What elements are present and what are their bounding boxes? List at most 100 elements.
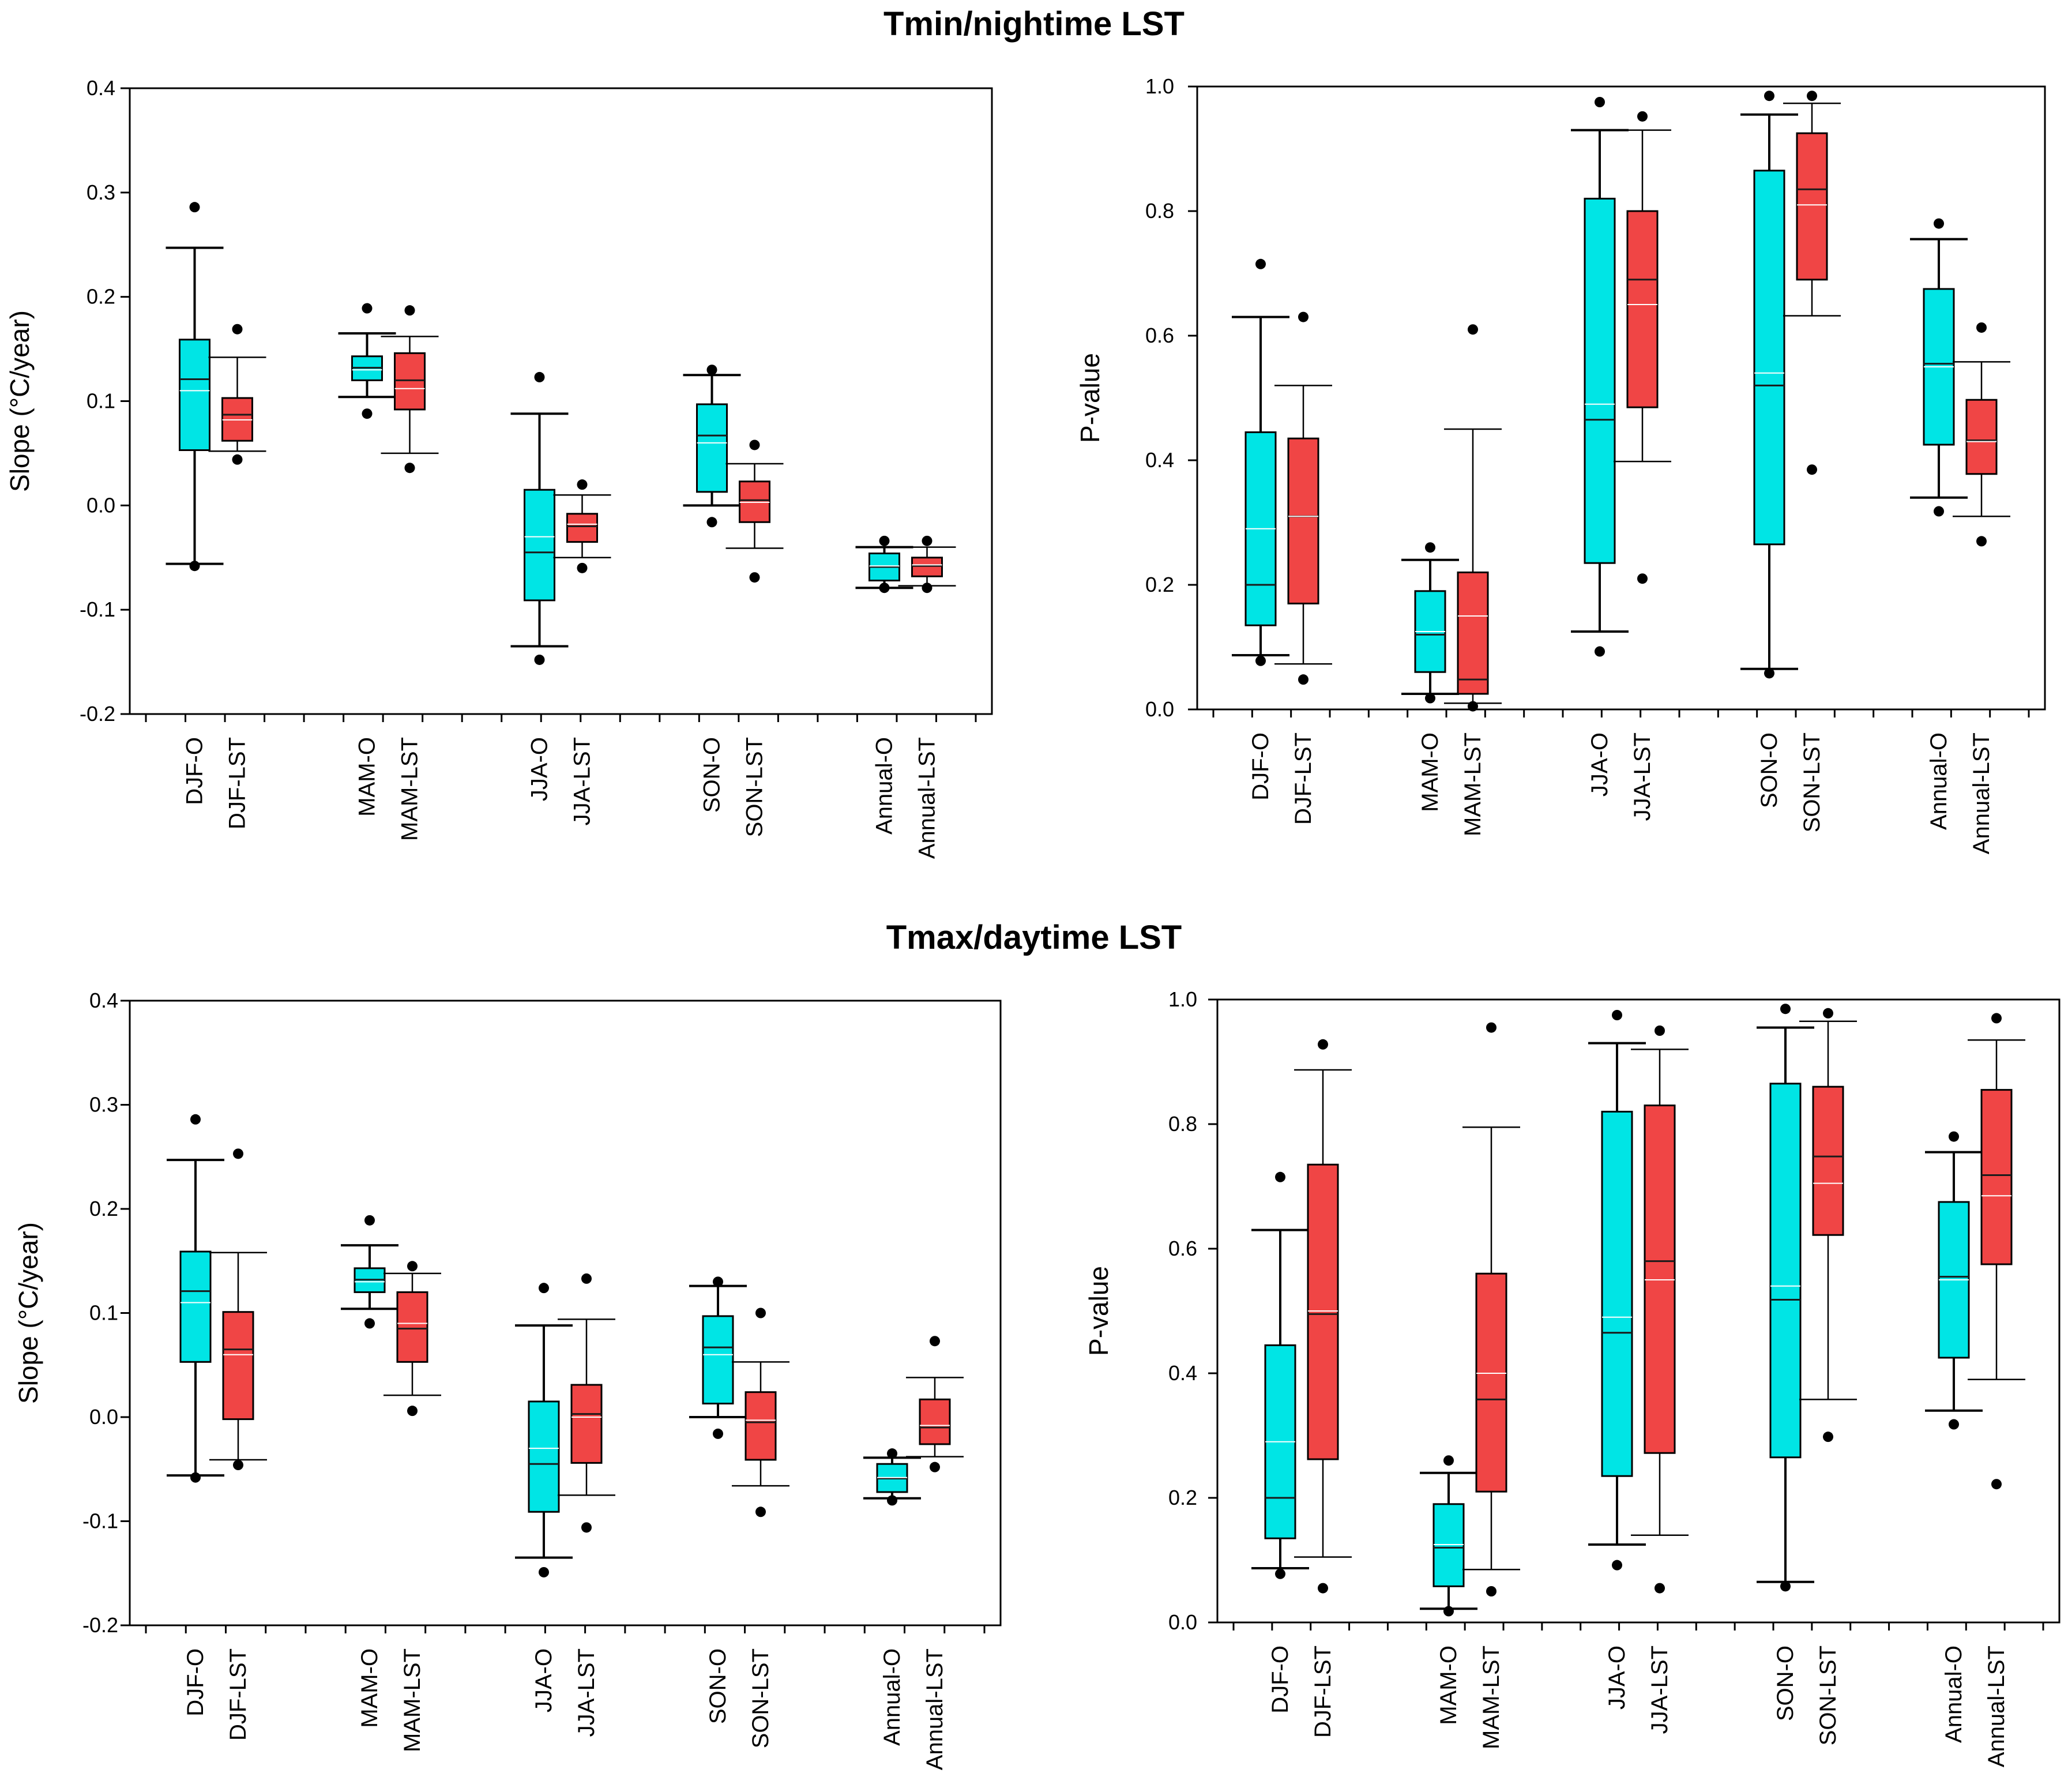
y-tick-label: -0.2 bbox=[82, 1613, 118, 1637]
plot-frame bbox=[129, 87, 993, 715]
outlier-point bbox=[1255, 655, 1266, 666]
outlier-point bbox=[1655, 1025, 1665, 1036]
x-category-label: MAM-LST bbox=[400, 1648, 425, 1752]
box-annual-o bbox=[1910, 218, 1968, 517]
box-mam-o bbox=[338, 303, 396, 419]
box-iqr bbox=[745, 1391, 777, 1461]
x-category-label: SON-O bbox=[700, 737, 725, 813]
box-iqr bbox=[1475, 1272, 1507, 1493]
box-iqr bbox=[222, 1311, 254, 1421]
outlier-point bbox=[1275, 1171, 1285, 1182]
outlier-point bbox=[1612, 1560, 1622, 1571]
x-category-label: Annual-LST bbox=[922, 1648, 947, 1770]
box-son-lst bbox=[732, 1308, 789, 1517]
x-category-label: SON-O bbox=[1773, 1646, 1798, 1721]
outlier-point bbox=[755, 1308, 766, 1318]
box-jja-lst bbox=[553, 479, 611, 573]
box-annual-lst bbox=[1968, 1013, 2025, 1490]
y-tick-label: 0.2 bbox=[89, 1197, 118, 1220]
box-iqr bbox=[1980, 1089, 2013, 1265]
outlier-point bbox=[404, 305, 415, 316]
outlier-point bbox=[1637, 573, 1648, 584]
box-iqr bbox=[1307, 1163, 1339, 1460]
chart-tmin-slope: -0.2 -0.1 0.0 0.1 0.2 0.3 0.4 Slope (°C/year) DJ… bbox=[5, 76, 993, 859]
outlier-point bbox=[1823, 1008, 1833, 1019]
outlier-point bbox=[190, 1114, 201, 1125]
outlier-point bbox=[189, 561, 200, 572]
outlier-point bbox=[706, 365, 717, 375]
x-category-label: MAM-LST bbox=[397, 737, 423, 841]
box-annual-lst bbox=[906, 1336, 964, 1472]
x-category-label: SON-LST bbox=[1815, 1646, 1841, 1745]
box-mam-o bbox=[1401, 542, 1459, 704]
box-mam-lst bbox=[1444, 324, 1502, 712]
outlier-point bbox=[190, 1472, 201, 1483]
y-tick-label: 0.4 bbox=[1145, 448, 1174, 472]
y-tick-label: 0.0 bbox=[1168, 1610, 1197, 1634]
outlier-point bbox=[1637, 111, 1648, 122]
outlier-point bbox=[713, 1428, 723, 1439]
box-iqr bbox=[394, 352, 426, 411]
y-tick-label: 1.0 bbox=[1168, 987, 1197, 1011]
outlier-point bbox=[1486, 1022, 1497, 1033]
plot-frame bbox=[1216, 998, 2061, 1624]
outlier-point bbox=[1486, 1586, 1497, 1596]
x-category-label: SON-O bbox=[705, 1648, 731, 1724]
box-son-o bbox=[1757, 1004, 1814, 1592]
box-djf-lst bbox=[208, 324, 266, 465]
outlier-point bbox=[539, 1283, 549, 1294]
x-category-label: JJA-O bbox=[1604, 1646, 1630, 1710]
outlier-point bbox=[879, 583, 890, 593]
box-iqr bbox=[911, 557, 943, 577]
y-tick-label: 1.0 bbox=[1145, 74, 1174, 98]
outlier-point bbox=[362, 408, 373, 419]
y-tick-label: 0.6 bbox=[1168, 1237, 1197, 1260]
box-son-o bbox=[683, 365, 741, 528]
outlier-point bbox=[1655, 1583, 1665, 1594]
box-son-lst bbox=[725, 439, 784, 583]
y-tick-label: 0.8 bbox=[1145, 199, 1174, 223]
y-tick-label: 0.1 bbox=[87, 389, 115, 413]
outlier-point bbox=[1764, 91, 1774, 102]
x-category-label: MAM-O bbox=[357, 1648, 382, 1728]
outlier-point bbox=[1780, 1004, 1791, 1015]
x-category-label: SON-O bbox=[1757, 732, 1782, 808]
outlier-point bbox=[407, 1406, 418, 1417]
title-tmax: Tmax/daytime LST bbox=[886, 919, 1182, 956]
outlier-point bbox=[1934, 218, 1944, 229]
x-category-label: MAM-O bbox=[1436, 1646, 1461, 1725]
x-category-label: JJA-LST bbox=[574, 1648, 599, 1737]
outlier-point bbox=[1612, 1010, 1622, 1020]
x-category-label: Annual-O bbox=[879, 1648, 905, 1746]
outlier-point bbox=[232, 324, 243, 335]
y-tick-label: 0.3 bbox=[89, 1093, 118, 1117]
outlier-point bbox=[1255, 258, 1266, 269]
y-tick-label: 0.3 bbox=[87, 181, 115, 204]
box-annual-lst bbox=[1953, 322, 2010, 547]
box-iqr bbox=[702, 1315, 734, 1405]
box-iqr bbox=[1287, 437, 1319, 604]
outlier-point bbox=[1976, 536, 1987, 547]
box-annual-o bbox=[1925, 1131, 1983, 1430]
y-tick-label: 0.2 bbox=[87, 285, 115, 309]
outlier-point bbox=[1764, 668, 1774, 679]
outlier-point bbox=[749, 572, 760, 583]
outlier-point bbox=[1949, 1419, 1959, 1430]
box-iqr bbox=[1432, 1503, 1465, 1587]
box-iqr bbox=[1796, 132, 1828, 281]
outlier-point bbox=[930, 1462, 940, 1472]
outlier-point bbox=[1468, 701, 1478, 712]
x-category-label: SON-LST bbox=[1799, 732, 1825, 832]
outlier-point bbox=[1425, 542, 1435, 553]
box-annual-lst bbox=[898, 535, 956, 593]
outlier-point bbox=[581, 1273, 592, 1284]
outlier-point bbox=[1468, 324, 1478, 335]
x-category-label: Annual-O bbox=[872, 737, 897, 835]
outlier-point bbox=[1807, 464, 1817, 475]
outlier-point bbox=[189, 202, 200, 213]
box-mam-lst bbox=[1462, 1022, 1520, 1596]
outlier-point bbox=[879, 535, 890, 546]
outlier-point bbox=[887, 1495, 897, 1506]
box-djf-o bbox=[166, 202, 224, 572]
box-iqr bbox=[570, 1384, 603, 1464]
